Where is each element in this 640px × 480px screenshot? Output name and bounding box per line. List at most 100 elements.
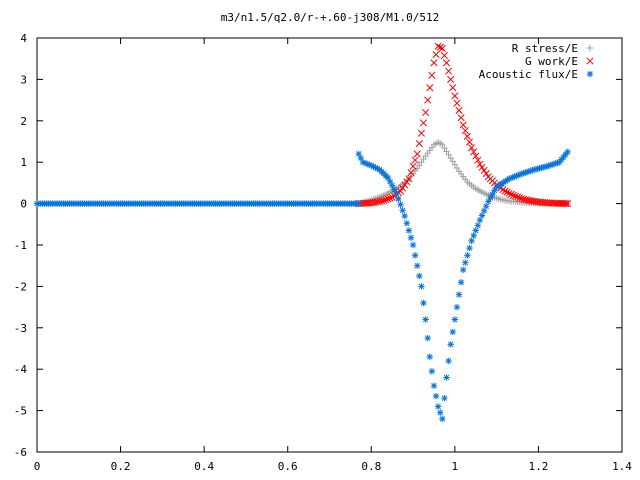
x-tick-label: 0.8 [361,460,381,473]
x-tick-label: 1.2 [528,460,548,473]
data-point [453,164,461,172]
data-point [411,252,419,259]
data-point [476,160,484,168]
data-point [464,252,471,259]
data-point [380,196,388,204]
data-point [468,144,476,152]
data-point [455,291,463,298]
y-tick-label: -1 [14,239,27,252]
data-point [449,84,457,92]
y-tick-label: 4 [20,32,27,45]
data-point [384,174,392,182]
data-point [420,299,427,307]
data-point [355,200,362,207]
legend-label: R stress/E [512,42,578,55]
data-point [436,43,444,51]
data-point [482,170,490,178]
data-point [522,196,530,204]
data-point [472,152,480,160]
data-point [501,187,509,195]
data-point [474,222,482,229]
data-point [513,193,522,201]
x-tick-label: 1 [452,460,459,473]
data-point [439,415,446,423]
data-point [524,196,532,204]
legend-marker [586,70,594,78]
data-point [378,197,386,205]
y-tick-label: -4 [14,363,28,376]
data-point [415,140,423,148]
data-point [461,127,469,135]
y-tick-label: -5 [14,405,27,418]
data-point [465,138,474,146]
data-point [445,357,452,365]
data-point [430,382,438,389]
y-tick-label: 0 [20,198,27,211]
data-point [405,227,413,234]
series-2 [33,148,571,423]
data-point [374,198,382,206]
data-point [459,121,467,129]
data-point [384,195,392,203]
data-point [416,272,423,280]
data-point [397,201,404,208]
data-point [449,328,456,336]
data-point [564,148,571,156]
data-point [468,237,475,245]
data-point [503,188,511,196]
data-point [509,191,517,199]
legend-marker [586,44,594,52]
data-point [399,184,407,192]
data-point [451,161,459,168]
data-point [428,71,436,79]
data-point [428,368,436,375]
data-point [376,197,384,205]
data-point [439,141,446,149]
data-point [518,195,526,203]
data-point [466,244,473,252]
data-point [371,198,380,206]
x-tick-label: 1.4 [612,460,632,473]
data-point [401,181,409,189]
data-point [417,129,425,137]
data-point [451,316,459,323]
data-point [407,168,415,177]
legend-label: G work/E [525,55,578,68]
data-point [562,199,570,208]
data-point [455,106,463,115]
legend-marker [586,57,594,65]
data-point [438,44,446,52]
data-point [434,42,442,50]
data-point [443,374,450,381]
chart-title: m3/n1.5/q2.0/r-+.60-j308/M1.0/512 [221,11,440,24]
data-point [422,108,430,117]
data-point [453,99,461,107]
data-point [472,227,479,234]
data-point [457,114,465,122]
data-point [453,303,461,311]
legend-label: Acoustic flux/E [479,68,578,81]
data-point [426,353,433,360]
data-point [409,162,417,170]
axis-ticks: 0 0.2 0.4 0.6 0.8 1 1.2 1.4 4 3 2 1 0 -1 -2 -3 -4 -5 -6 [14,32,633,473]
data-point [441,394,448,402]
data-point [505,189,513,197]
data-point [463,132,471,140]
data-point [426,84,434,92]
data-point [470,232,477,239]
data-point [437,409,444,416]
data-point [401,212,408,220]
data-point [445,67,453,75]
data-point [447,341,454,348]
data-point [424,334,431,342]
data-point [432,392,440,400]
data-point [449,158,456,165]
data-point [386,194,394,202]
data-point [478,163,486,171]
y-tick-label: -3 [14,322,27,335]
x-tick-label: 0.4 [194,460,214,473]
data-point [480,166,488,175]
data-point [424,96,432,104]
